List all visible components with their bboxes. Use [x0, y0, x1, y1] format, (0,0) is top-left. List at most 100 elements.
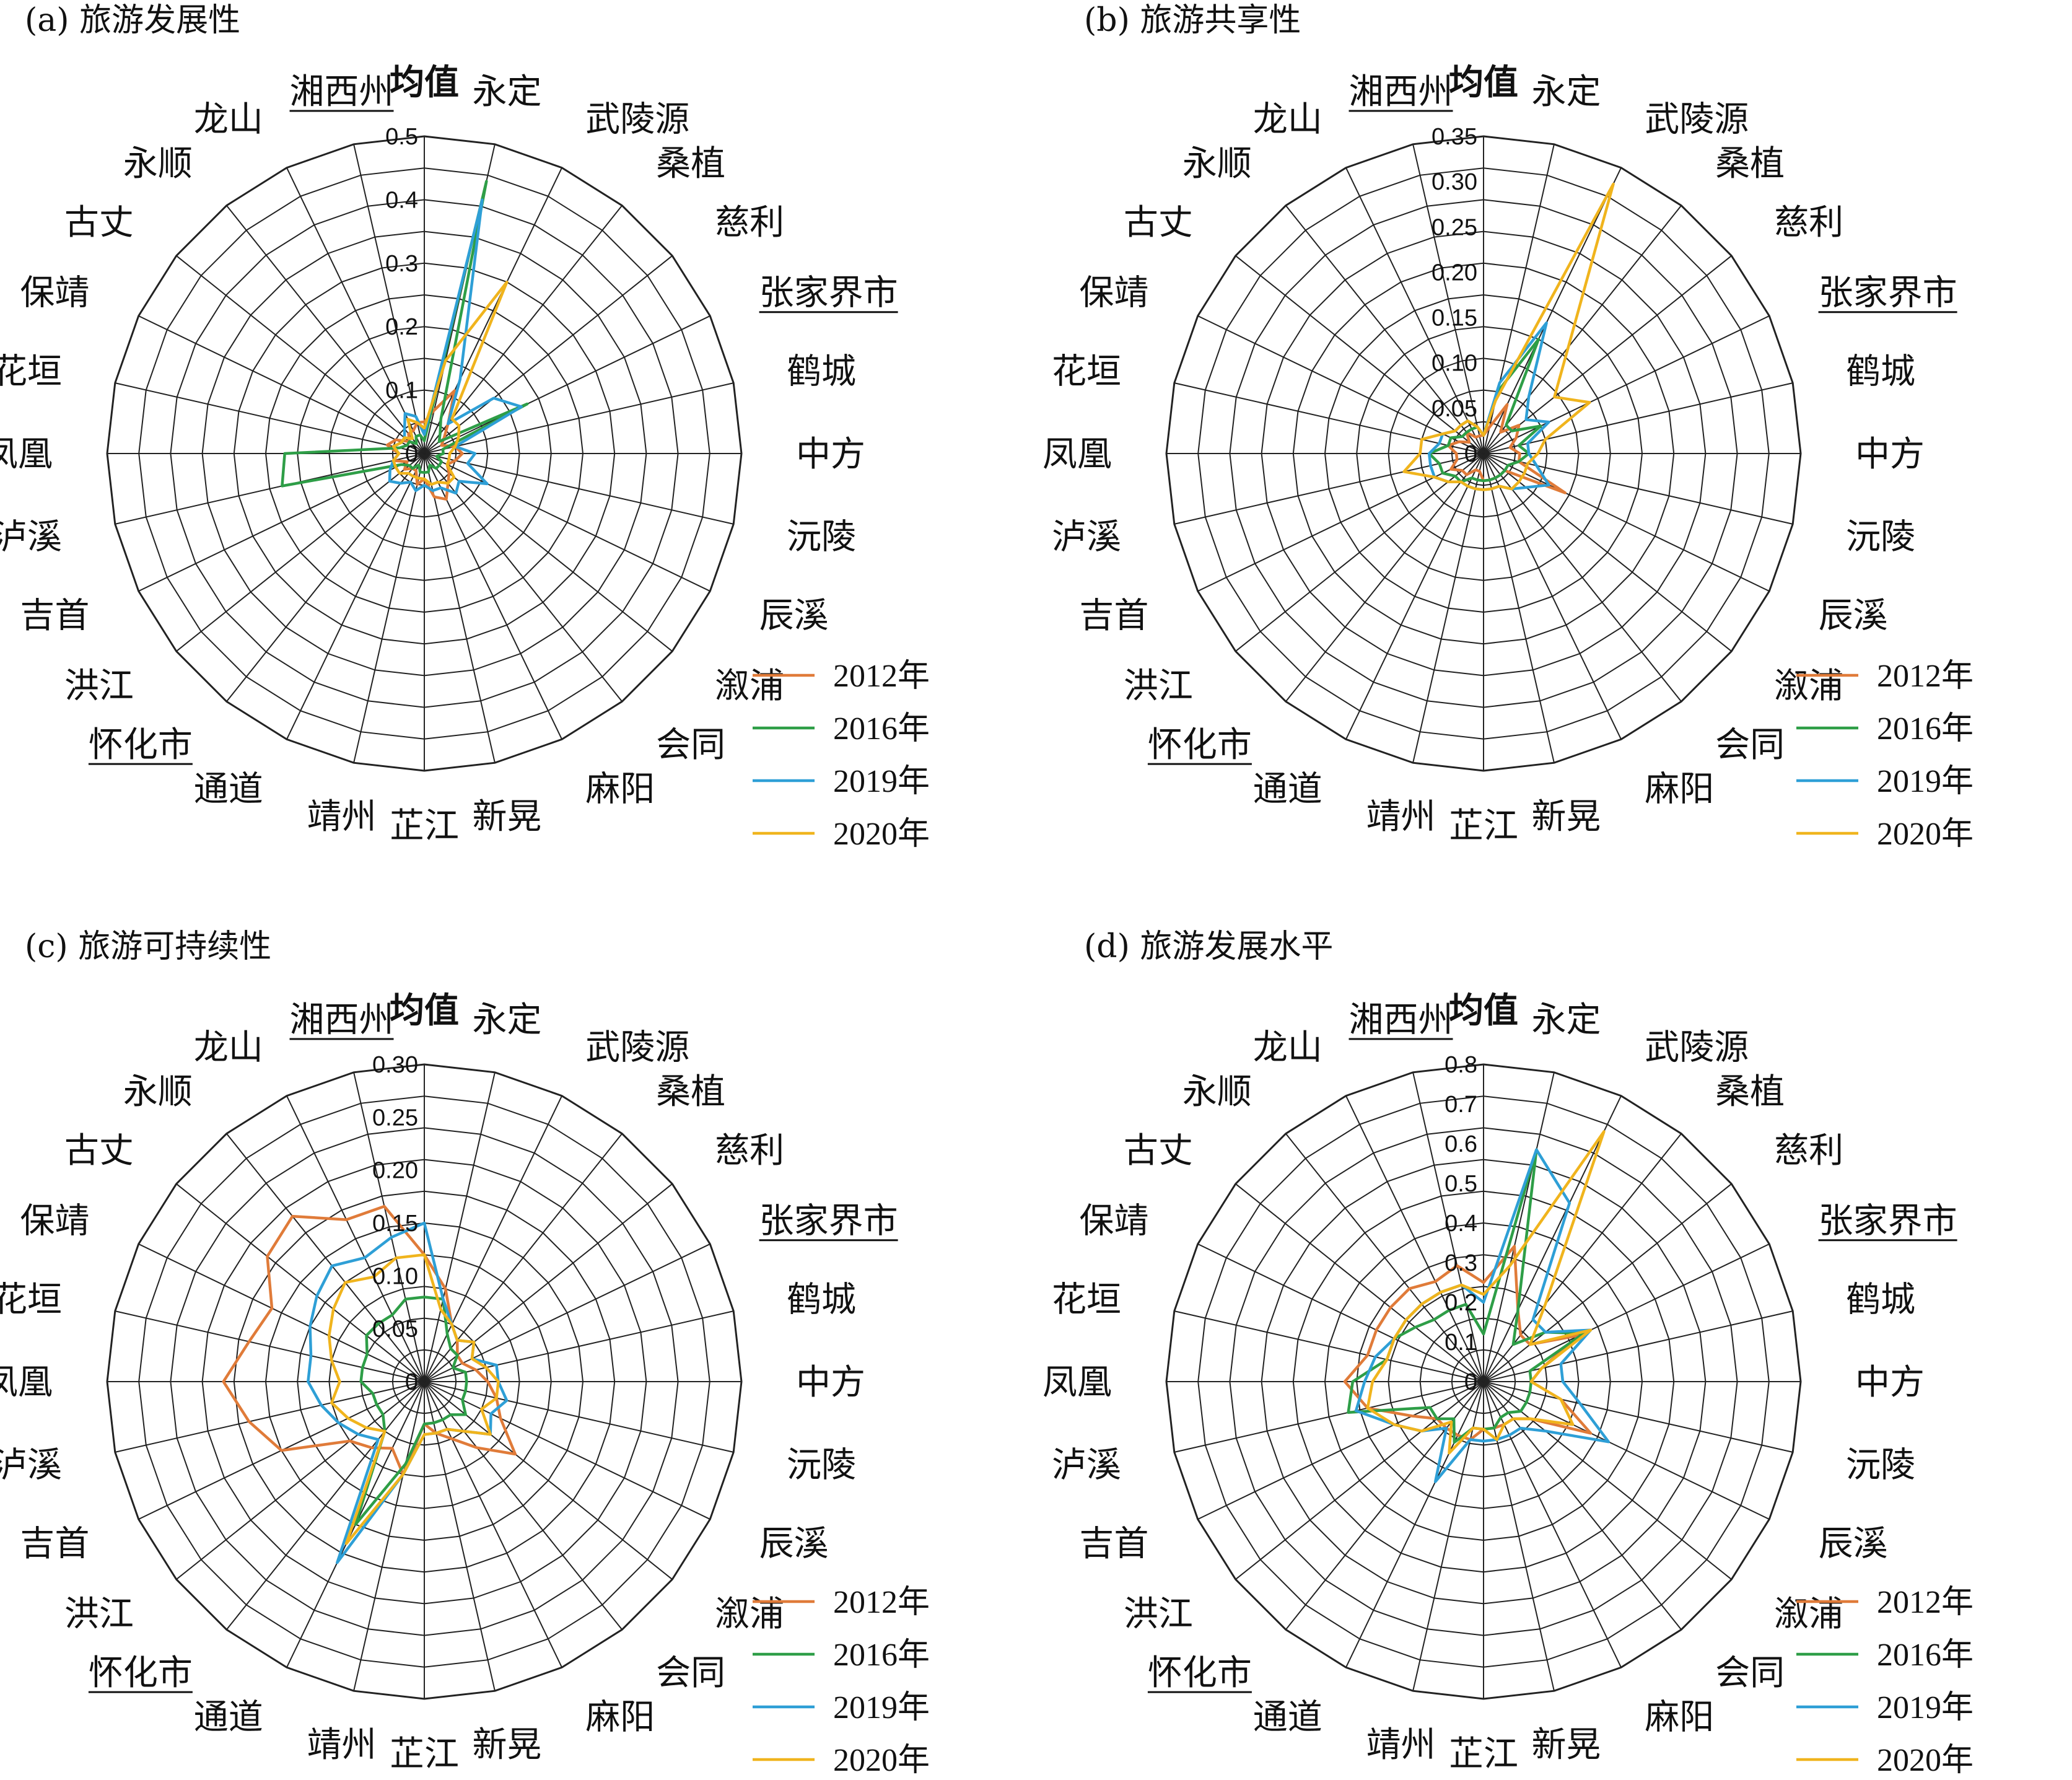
spoke-label: 永顺	[1182, 1072, 1252, 1112]
grid-spoke	[1345, 167, 1484, 454]
spoke-label: 桑植	[1715, 1072, 1785, 1112]
spoke-label: 通道	[1253, 1698, 1322, 1738]
spoke-label: 新晃	[473, 797, 542, 837]
series-line-2020年	[1402, 182, 1615, 491]
spoke-label: 桑植	[656, 144, 725, 184]
spoke-label: 永定	[1532, 1000, 1601, 1040]
spoke-label: 武陵源	[585, 1027, 689, 1068]
grid-spoke	[176, 1381, 425, 1580]
panel-title: (a) 旅游发展性	[25, 2, 240, 39]
radar-panel-2: (c) 旅游可持续性 0 0.05 0.10 0.15 0.20 0.25 0.30 均值 永定武…	[0, 928, 930, 1778]
legend-label: 2012年	[833, 1585, 930, 1620]
spoke-label: 慈利	[1774, 203, 1843, 243]
spoke-label: 鹤城	[787, 352, 856, 392]
grid-spoke	[1483, 1381, 1622, 1668]
grid-spoke	[424, 1381, 710, 1520]
grid-spoke	[1235, 1183, 1484, 1382]
grid-spoke	[353, 144, 425, 454]
legend-label: 2020年	[1877, 817, 1974, 852]
spoke-label: 怀化市	[1148, 1653, 1252, 1693]
legend-label: 2019年	[1877, 764, 1974, 799]
legend-label: 2016年	[833, 1638, 930, 1673]
spoke-label: 吉首	[1079, 595, 1148, 636]
spoke-label: 古丈	[1124, 203, 1193, 243]
tick-label: 0.3	[385, 251, 418, 277]
spoke-label: 慈利	[715, 1131, 784, 1171]
grid-spoke	[286, 167, 425, 454]
spoke-label: 保靖	[20, 273, 89, 313]
tick-label: 0.05	[1432, 396, 1477, 422]
spoke-label: 靖州	[1366, 1725, 1436, 1765]
spoke-label: 吉首	[1079, 1524, 1148, 1564]
spoke-label: 均值	[1449, 990, 1518, 1031]
grid-spoke	[1285, 453, 1484, 702]
legend-label: 2012年	[1877, 1585, 1974, 1620]
spoke-label: 洪江	[64, 666, 134, 706]
grid-spoke	[1285, 1133, 1484, 1382]
grid-spoke	[1412, 144, 1484, 454]
spoke-label: 湘西州	[1349, 72, 1453, 112]
grid-spoke	[424, 453, 563, 740]
spoke-label: 永定	[473, 1000, 542, 1040]
series-line-2016年	[354, 1296, 468, 1526]
grid-spoke	[226, 205, 425, 454]
grid-spoke	[138, 315, 425, 454]
grid-spoke	[1483, 1095, 1622, 1382]
grid-spoke	[1197, 315, 1484, 454]
spoke-label: 均值	[390, 62, 459, 103]
spoke-label: 会同	[656, 725, 725, 765]
tick-label: 0	[1464, 1369, 1477, 1395]
tick-label: 0.30	[372, 1052, 418, 1078]
grid-spoke	[424, 453, 710, 592]
spoke-label: 保靖	[20, 1201, 89, 1242]
grid-spoke	[424, 1381, 623, 1630]
spoke-label: 均值	[1449, 62, 1518, 103]
grid-spoke	[1483, 453, 1555, 763]
tick-label: 0.15	[1432, 305, 1477, 331]
grid-spoke	[138, 453, 425, 592]
spoke-label: 张家界市	[1819, 273, 1957, 313]
spoke-label: 沅陵	[1846, 1445, 1915, 1486]
series-line-2020年	[327, 1253, 500, 1545]
grid-spoke	[1483, 1381, 1732, 1580]
tick-label: 0.35	[1432, 124, 1477, 150]
tick-label: 0.2	[1445, 1290, 1477, 1316]
spoke-label: 芷江	[1449, 806, 1518, 846]
tick-label: 0.3	[1445, 1250, 1477, 1276]
tick-label: 0.10	[1432, 351, 1477, 377]
spoke-label: 永定	[1532, 72, 1601, 112]
spoke-label: 会同	[656, 1653, 725, 1693]
grid-spoke	[1483, 1072, 1555, 1382]
tick-label: 0	[405, 1369, 418, 1395]
spoke-label: 通道	[194, 769, 263, 810]
spoke-label: 会同	[1715, 1653, 1785, 1693]
grid-spoke	[115, 382, 425, 454]
series-line-2020年	[391, 280, 509, 486]
grid-spoke	[226, 1381, 425, 1630]
grid-spoke	[286, 453, 425, 740]
radar-panel-3: (d) 旅游发展水平 0 0.1 0.2 0.3 0.4 0.5 0.6 0.7 0.8 均值 永定武…	[1043, 928, 1974, 1778]
grid-spoke	[424, 453, 496, 763]
spoke-label: 鹤城	[1846, 352, 1915, 392]
spoke-label: 吉首	[20, 595, 89, 636]
spoke-label: 沅陵	[787, 517, 856, 558]
spoke-label: 靖州	[307, 797, 377, 837]
panel-title: (d) 旅游发展水平	[1084, 928, 1333, 965]
legend-label: 2019年	[833, 1690, 930, 1725]
spoke-label: 麻阳	[585, 769, 655, 810]
spoke-label: 永顺	[123, 144, 193, 184]
spoke-label: 吉首	[20, 1524, 89, 1564]
grid-spoke	[1345, 1381, 1484, 1668]
tick-label: 0.5	[385, 124, 418, 150]
spoke-label: 武陵源	[1645, 99, 1749, 139]
spoke-label: 古丈	[64, 1131, 134, 1171]
spoke-label: 桑植	[1715, 144, 1785, 184]
grid-spoke	[424, 255, 673, 454]
spoke-label: 古丈	[1124, 1131, 1193, 1171]
grid-spoke	[1235, 1381, 1484, 1580]
grid-spoke	[1174, 382, 1484, 454]
legend-label: 2012年	[833, 659, 930, 694]
tick-label: 0.5	[1445, 1171, 1477, 1197]
grid-spoke	[1174, 1381, 1484, 1453]
spoke-label: 辰溪	[1819, 595, 1888, 636]
